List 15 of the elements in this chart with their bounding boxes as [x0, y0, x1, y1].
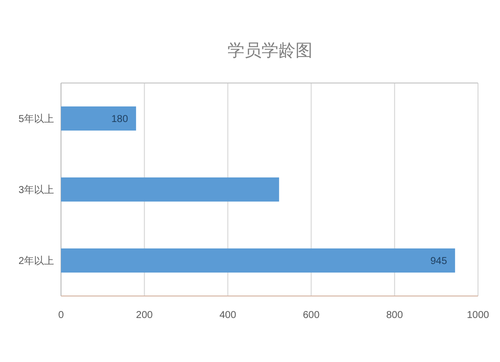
y-tick-label: 2年以上 — [18, 255, 54, 267]
x-tick-label: 200 — [136, 310, 154, 321]
data-label: 945 — [430, 256, 448, 267]
x-tick-label: 800 — [386, 310, 404, 321]
bar — [61, 106, 136, 131]
x-tick-label: 0 — [58, 310, 64, 321]
y-tick-label: 3年以上 — [18, 184, 54, 196]
x-tick-label: 400 — [219, 310, 237, 321]
chart-title: 学员学龄图 — [228, 41, 312, 60]
bar — [61, 177, 280, 202]
bar — [61, 248, 456, 273]
data-label: 180 — [111, 114, 128, 125]
x-tick-label: 600 — [302, 310, 320, 321]
x-tick-label: 1000 — [466, 310, 490, 321]
y-tick-label: 5年以上 — [18, 113, 54, 125]
